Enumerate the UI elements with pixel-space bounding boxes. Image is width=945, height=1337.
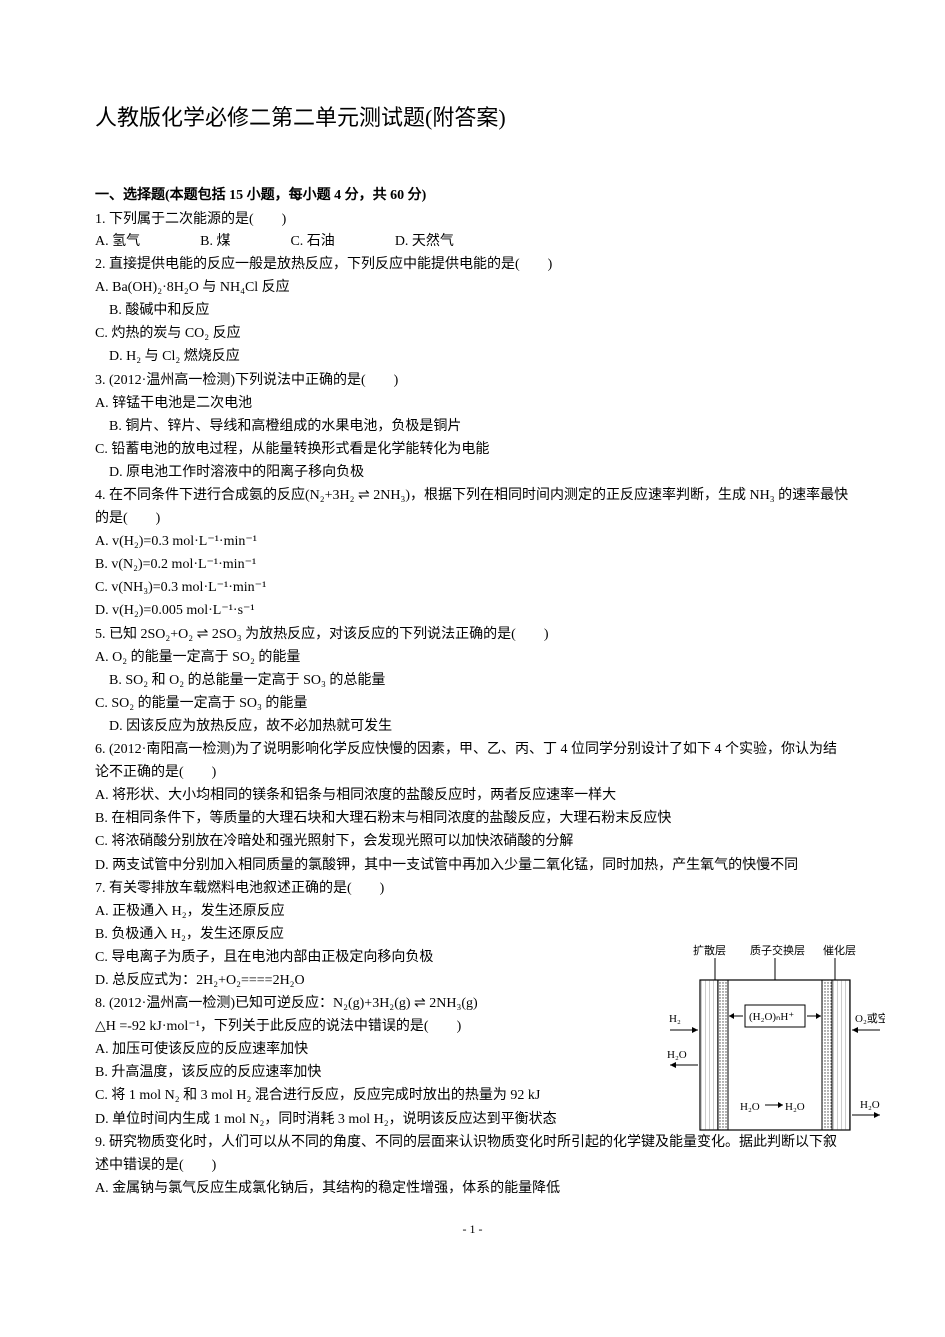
q2-opt-d: D. H₂ 与 Cl₂ 燃烧反应 bbox=[109, 345, 850, 368]
page-title: 人教版化学必修二第二单元测试题(附答案) bbox=[95, 100, 850, 135]
q5-stem: 5. 已知 2SO₂+O₂ ⇌ 2SO₃ 为放热反应，对该反应的下列说法正确的是… bbox=[95, 623, 850, 646]
q4-opt-d: D. v(H₂)=0.005 mol·L⁻¹·s⁻¹ bbox=[95, 599, 850, 622]
q6-opt-c: C. 将浓硝酸分别放在冷暗处和强光照射下，会发现光照可以加快浓硝酸的分解 bbox=[95, 830, 850, 853]
q5-opt-d: D. 因该反应为放热反应，故不必加热就可发生 bbox=[109, 715, 850, 738]
q3-opt-d: D. 原电池工作时溶液中的阳离子移向负极 bbox=[109, 461, 850, 484]
q2-stem: 2. 直接提供电能的反应一般是放热反应，下列反应中能提供电能的是( ) bbox=[95, 253, 850, 276]
label-h2o-left-top: H₂O bbox=[667, 1049, 687, 1061]
label-h2o-right: H₂O bbox=[860, 1099, 880, 1111]
q6-opt-b: B. 在相同条件下，等质量的大理石块和大理石粉末与相同浓度的盐酸反应，大理石粉末… bbox=[95, 807, 850, 830]
label-diffusion: 扩散层 bbox=[693, 943, 726, 957]
q2-opt-c: C. 灼热的炭与 CO₂ 反应 bbox=[95, 322, 850, 345]
fuel-cell-diagram: 扩散层 质子交换层 催化层 (H₂O)ₙH⁺ H₂ bbox=[665, 940, 885, 1160]
q4-opt-a: A. v(H₂)=0.3 mol·L⁻¹·min⁻¹ bbox=[95, 530, 850, 553]
q3-opt-a: A. 锌锰干电池是二次电池 bbox=[95, 392, 850, 415]
q6-opt-a: A. 将形状、大小均相同的镁条和铝条与相同浓度的盐酸反应时，两者反应速率一样大 bbox=[95, 784, 850, 807]
q5-opt-c: C. SO₂ 的能量一定高于 SO₃ 的能量 bbox=[95, 692, 850, 715]
q1-stem: 1. 下列属于二次能源的是( ) bbox=[95, 208, 850, 231]
label-h2o-left-bottom: H₂O bbox=[740, 1101, 760, 1113]
q5-opt-b: B. SO₂ 和 O₂ 的总能量一定高于 SO₃ 的总能量 bbox=[109, 669, 850, 692]
q1-opt-d: D. 天然气 bbox=[395, 231, 454, 253]
label-center: (H₂O)ₙH⁺ bbox=[749, 1011, 794, 1023]
q8-opt-b: B. 升高温度，该反应的反应速率加快 bbox=[95, 1061, 625, 1084]
q4-opt-b: B. v(N₂)=0.2 mol·L⁻¹·min⁻¹ bbox=[95, 553, 850, 576]
q7-stem: 7. 有关零排放车载燃料电池叙述正确的是( ) bbox=[95, 877, 625, 900]
q1-opt-b: B. 煤 bbox=[200, 231, 230, 253]
q2-opt-a: A. Ba(OH)₂·8H₂O 与 NH₄Cl 反应 bbox=[95, 276, 850, 299]
q6-opt-d: D. 两支试管中分别加入相同质量的氯酸钾，其中一支试管中再加入少量二氧化锰，同时… bbox=[95, 854, 850, 877]
q6-stem: 6. (2012·南阳高一检测)为了说明影响化学反应快慢的因素，甲、乙、丙、丁 … bbox=[95, 738, 850, 784]
q4-stem: 4. 在不同条件下进行合成氨的反应(N₂+3H₂ ⇌ 2NH₃)，根据下列在相同… bbox=[95, 484, 850, 530]
label-proton: 质子交换层 bbox=[750, 943, 805, 957]
q3-stem: 3. (2012·温州高一检测)下列说法中正确的是( ) bbox=[95, 369, 850, 392]
q7-opt-c: C. 导电离子为质子，且在电池内部由正极定向移向负极 bbox=[95, 946, 625, 969]
q7-opt-b: B. 负极通入 H₂，发生还原反应 bbox=[95, 923, 625, 946]
q3-opt-b: B. 铜片、锌片、导线和高橙组成的水果电池，负极是铜片 bbox=[109, 415, 850, 438]
q8-stem2: △H =-92 kJ·mol⁻¹，下列关于此反应的说法中错误的是( ) bbox=[95, 1015, 625, 1038]
q7-opt-a: A. 正极通入 H₂，发生还原反应 bbox=[95, 900, 625, 923]
page-number: - 1 - bbox=[95, 1220, 850, 1239]
q1-options: A. 氢气 B. 煤 C. 石油 D. 天然气 bbox=[95, 231, 850, 253]
q2-opt-b: B. 酸碱中和反应 bbox=[109, 299, 850, 322]
label-h2o-inside: H₂O bbox=[785, 1101, 805, 1113]
q8-stem: 8. (2012·温州高一检测)已知可逆反应：N₂(g)+3H₂(g) ⇌ 2N… bbox=[95, 992, 625, 1015]
label-catalyst: 催化层 bbox=[823, 943, 856, 957]
label-h2: H₂ bbox=[669, 1013, 681, 1025]
q7-opt-d: D. 总反应式为：2H₂+O₂====2H₂O bbox=[95, 969, 625, 992]
q9-opt-a: A. 金属钠与氯气反应生成氯化钠后，其结构的稳定性增强，体系的能量降低 bbox=[95, 1177, 850, 1200]
section-heading: 一、选择题(本题包括 15 小题，每小题 4 分，共 60 分) bbox=[95, 185, 850, 207]
q1-opt-c: C. 石油 bbox=[290, 231, 334, 253]
q4-opt-c: C. v(NH₃)=0.3 mol·L⁻¹·min⁻¹ bbox=[95, 576, 850, 599]
label-o2: O₂或空气 bbox=[855, 1011, 885, 1025]
q1-opt-a: A. 氢气 bbox=[95, 231, 140, 253]
q5-opt-a: A. O₂ 的能量一定高于 SO₂ 的能量 bbox=[95, 646, 850, 669]
q8-opt-a: A. 加压可使该反应的反应速率加快 bbox=[95, 1038, 625, 1061]
q3-opt-c: C. 铅蓄电池的放电过程，从能量转换形式看是化学能转化为电能 bbox=[95, 438, 850, 461]
